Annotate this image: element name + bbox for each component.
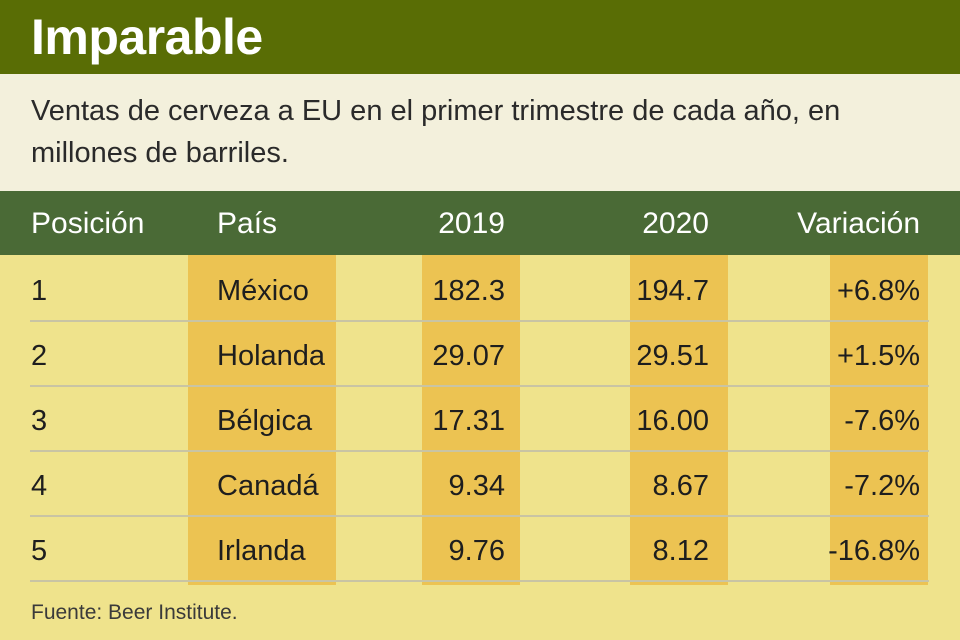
cell-posicion: 2	[31, 340, 48, 372]
row-divider	[30, 385, 929, 387]
cell-pais: México	[217, 275, 309, 307]
cell-posicion: 3	[31, 405, 48, 437]
cell-2020: 29.51	[636, 340, 709, 372]
column-highlight-2020	[630, 255, 728, 585]
cell-posicion: 4	[31, 470, 48, 502]
cell-2020: 194.7	[636, 275, 709, 307]
chart-subtitle: Ventas de cerveza a EU en el primer trim…	[31, 95, 841, 169]
chart-title: Imparable	[31, 9, 263, 65]
cell-2020: 8.12	[652, 535, 709, 567]
cell-pais: Bélgica	[217, 405, 313, 437]
header-2019: 2019	[438, 207, 505, 240]
title-bar	[0, 0, 960, 74]
column-highlight-variacion	[830, 255, 928, 585]
cell-pais: Irlanda	[217, 535, 306, 567]
column-highlight-pais	[188, 255, 336, 585]
cell-2019: 17.31	[432, 405, 505, 437]
cell-variacion: -16.8%	[828, 535, 920, 567]
column-highlight-2019	[422, 255, 520, 585]
cell-2020: 8.67	[652, 470, 709, 502]
header-2020: 2020	[642, 207, 709, 240]
header-posicion: Posición	[31, 207, 145, 240]
cell-2020: 16.00	[636, 405, 709, 437]
row-divider	[30, 450, 929, 452]
cell-variacion: +1.5%	[836, 340, 920, 372]
cell-posicion: 1	[31, 275, 48, 307]
cell-variacion: -7.6%	[844, 405, 920, 437]
cell-pais: Canadá	[217, 470, 319, 502]
cell-variacion: +6.8%	[836, 275, 920, 307]
header-pais: País	[217, 207, 278, 240]
row-divider	[30, 515, 929, 517]
cell-2019: 9.34	[448, 470, 505, 502]
cell-2019: 29.07	[432, 340, 505, 372]
cell-posicion: 5	[31, 535, 48, 567]
source-note: Fuente: Beer Institute.	[31, 601, 238, 624]
cell-2019: 9.76	[448, 535, 505, 567]
cell-2019: 182.3	[432, 275, 505, 307]
row-divider	[30, 580, 929, 582]
table-header-bar	[0, 191, 960, 255]
cell-pais: Holanda	[217, 340, 326, 372]
header-variacion: Variación	[797, 207, 920, 240]
subtitle-box	[0, 74, 960, 191]
row-divider	[30, 320, 929, 322]
cell-variacion: -7.2%	[844, 470, 920, 502]
